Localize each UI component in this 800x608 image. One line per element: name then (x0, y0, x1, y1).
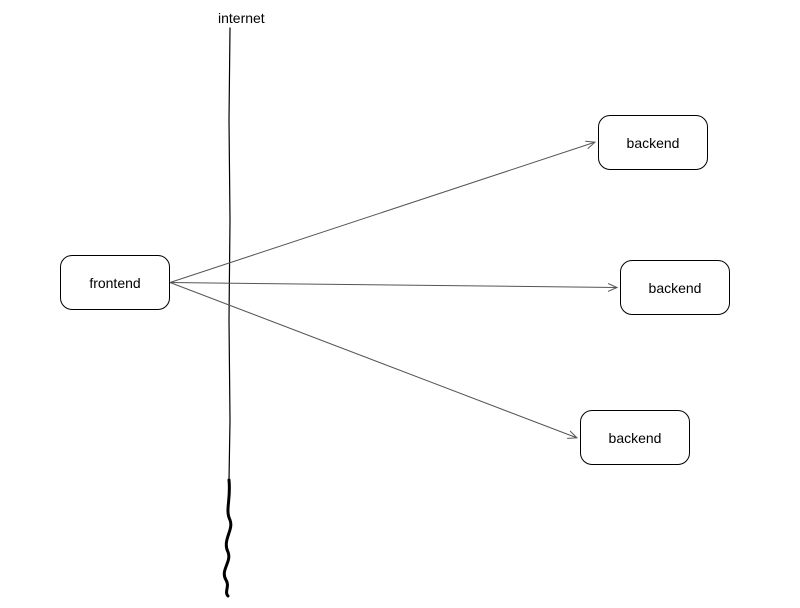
internet-label: internet (218, 10, 265, 26)
node-frontend: frontend (60, 255, 170, 310)
node-label: backend (609, 430, 662, 446)
internet-divider (224, 28, 231, 596)
node-backend3: backend (580, 410, 690, 465)
node-label: frontend (89, 275, 140, 291)
node-label: backend (627, 135, 680, 151)
node-backend2: backend (620, 260, 730, 315)
edge-frontend-to-backend1 (170, 143, 594, 283)
node-label: backend (649, 280, 702, 296)
node-backend1: backend (598, 115, 708, 170)
edge-frontend-to-backend3 (170, 283, 576, 438)
diagram-stage: internet frontend backend backend backend (0, 0, 800, 608)
edge-frontend-to-backend2 (170, 283, 616, 288)
